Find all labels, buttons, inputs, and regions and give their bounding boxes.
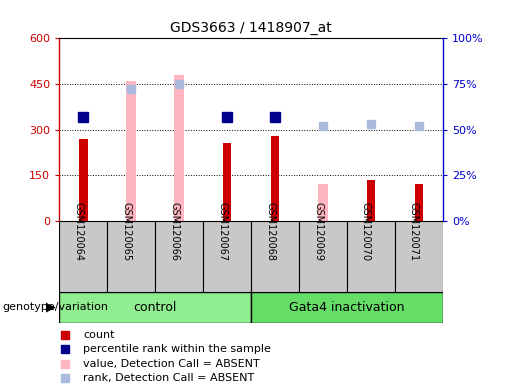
Text: percentile rank within the sample: percentile rank within the sample bbox=[83, 344, 271, 354]
Bar bbox=[299, 221, 347, 292]
Bar bbox=[107, 221, 155, 292]
Text: GSM120064: GSM120064 bbox=[73, 202, 83, 261]
Text: count: count bbox=[83, 330, 115, 340]
Bar bbox=[395, 221, 443, 292]
Bar bbox=[271, 136, 279, 221]
Bar bbox=[251, 221, 299, 292]
Text: GSM120067: GSM120067 bbox=[217, 202, 227, 261]
Text: GSM120065: GSM120065 bbox=[121, 202, 131, 261]
Bar bbox=[59, 292, 251, 323]
Bar bbox=[318, 184, 328, 221]
Text: GSM120069: GSM120069 bbox=[313, 202, 323, 261]
Bar bbox=[59, 221, 107, 292]
Text: GSM120068: GSM120068 bbox=[265, 202, 275, 261]
Text: rank, Detection Call = ABSENT: rank, Detection Call = ABSENT bbox=[83, 373, 254, 383]
Bar bbox=[251, 292, 443, 323]
Bar bbox=[79, 139, 88, 221]
Text: control: control bbox=[133, 301, 177, 314]
Bar bbox=[347, 221, 395, 292]
Bar bbox=[155, 221, 203, 292]
Bar bbox=[174, 75, 184, 221]
Bar bbox=[223, 143, 231, 221]
Bar bbox=[203, 221, 251, 292]
Bar bbox=[367, 180, 375, 221]
Text: value, Detection Call = ABSENT: value, Detection Call = ABSENT bbox=[83, 359, 260, 369]
Text: ▶: ▶ bbox=[46, 301, 55, 314]
Text: GSM120070: GSM120070 bbox=[361, 202, 371, 261]
Title: GDS3663 / 1418907_at: GDS3663 / 1418907_at bbox=[170, 21, 332, 35]
Text: GSM120071: GSM120071 bbox=[409, 202, 419, 261]
Bar bbox=[415, 184, 423, 221]
Bar bbox=[126, 81, 136, 221]
Text: GSM120066: GSM120066 bbox=[169, 202, 179, 261]
Text: Gata4 inactivation: Gata4 inactivation bbox=[289, 301, 405, 314]
Text: genotype/variation: genotype/variation bbox=[3, 302, 109, 312]
